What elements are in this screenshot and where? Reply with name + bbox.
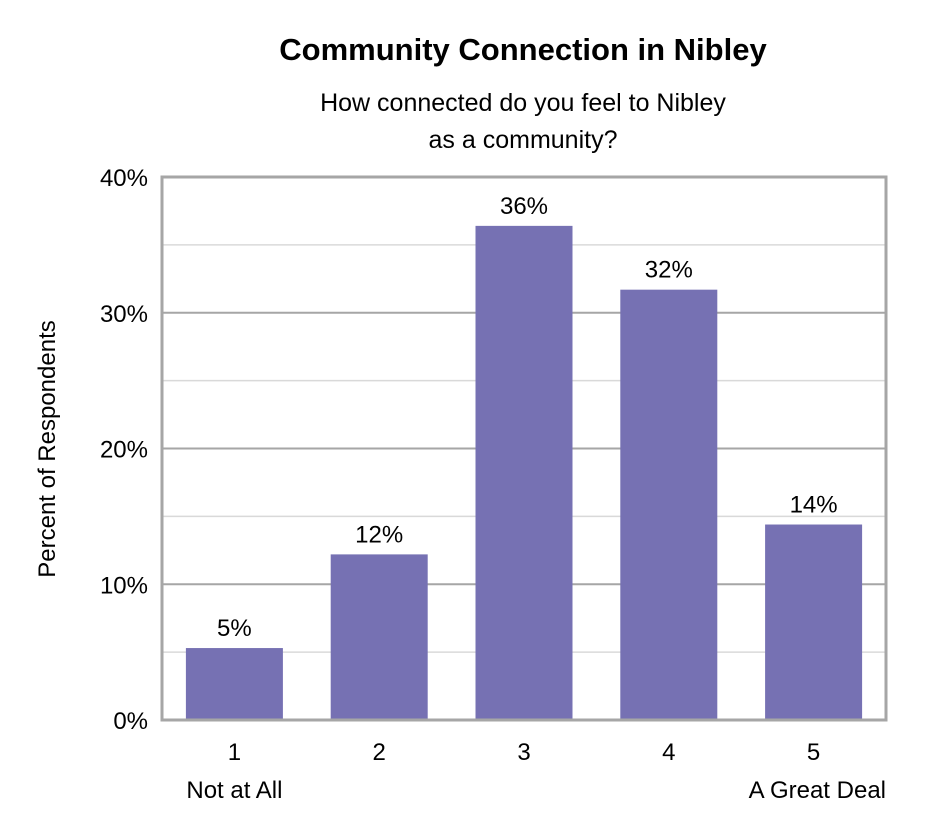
bar-3 [475,225,573,720]
bar-5 [765,524,863,720]
y-tick-label: 20% [100,437,148,464]
x-tick-label: 2 [373,739,386,766]
x-tick-label: 4 [662,739,675,766]
x-tick-label: 1 [228,739,241,766]
bar-2 [330,554,428,720]
y-axis-label: Percent of Respondents [34,320,61,578]
x-tick-sublabel: Not at All [186,777,282,804]
plot-frame [160,175,888,722]
x-tick-label: 3 [517,739,530,766]
y-tick-label: 30% [100,301,148,328]
y-tick-label: 0% [113,708,148,735]
data-label: 5% [217,615,252,642]
y-tick-label: 10% [100,572,148,599]
x-tick-sublabel: A Great Deal [749,777,886,804]
x-tick-label: 5 [807,739,820,766]
chart-title: Community Connection in Nibley [279,32,767,67]
data-label: 14% [790,492,838,519]
chart-subtitle-line-1: How connected do you feel to Nibley [320,89,726,117]
y-tick-label: 40% [100,165,148,192]
bar-1 [185,648,283,720]
bar-4 [620,289,718,720]
data-label: 36% [500,193,548,220]
data-label: 32% [645,257,693,284]
chart-subtitle-line-2: as a community? [429,126,618,154]
data-label: 12% [355,521,403,548]
